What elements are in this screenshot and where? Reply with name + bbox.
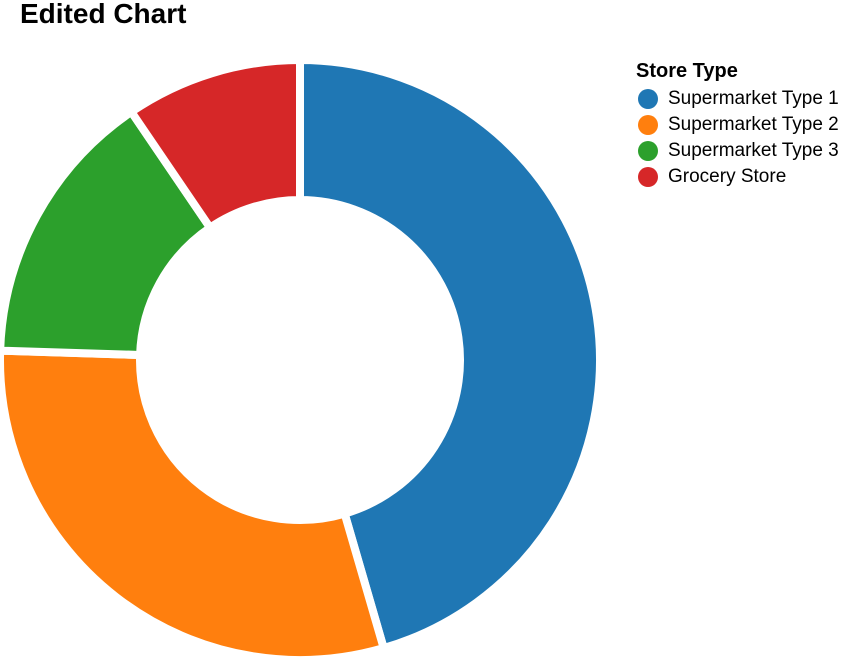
legend-swatch: [638, 167, 658, 187]
legend-label: Supermarket Type 2: [668, 114, 839, 135]
donut-slice-grocery-store[interactable]: [127, 56, 304, 232]
legend-label: Grocery Store: [668, 166, 787, 187]
donut-chart: [0, 56, 604, 660]
legend-items: Supermarket Type 1 Supermarket Type 2 Supe…: [636, 86, 839, 190]
legend-swatch: [638, 89, 658, 109]
legend-item[interactable]: Supermarket Type 2: [636, 112, 839, 138]
donut-slices: [0, 56, 604, 660]
legend-swatch: [638, 141, 658, 161]
donut-slice-supermarket-type-2[interactable]: [0, 346, 388, 660]
chart-title: Edited Chart: [20, 0, 187, 29]
legend-label: Supermarket Type 3: [668, 140, 839, 161]
legend-title: Store Type: [636, 60, 738, 82]
donut-slice-supermarket-type-3[interactable]: [0, 107, 215, 359]
legend-label: Supermarket Type 1: [668, 88, 839, 109]
legend-swatch: [638, 115, 658, 135]
legend: Store Type Supermarket Type 1 Supermarket…: [636, 58, 839, 190]
legend-item[interactable]: Supermarket Type 3: [636, 138, 839, 164]
donut-slice-supermarket-type-1[interactable]: [296, 56, 604, 653]
legend-item[interactable]: Grocery Store: [636, 164, 839, 190]
legend-item[interactable]: Supermarket Type 1: [636, 86, 839, 112]
